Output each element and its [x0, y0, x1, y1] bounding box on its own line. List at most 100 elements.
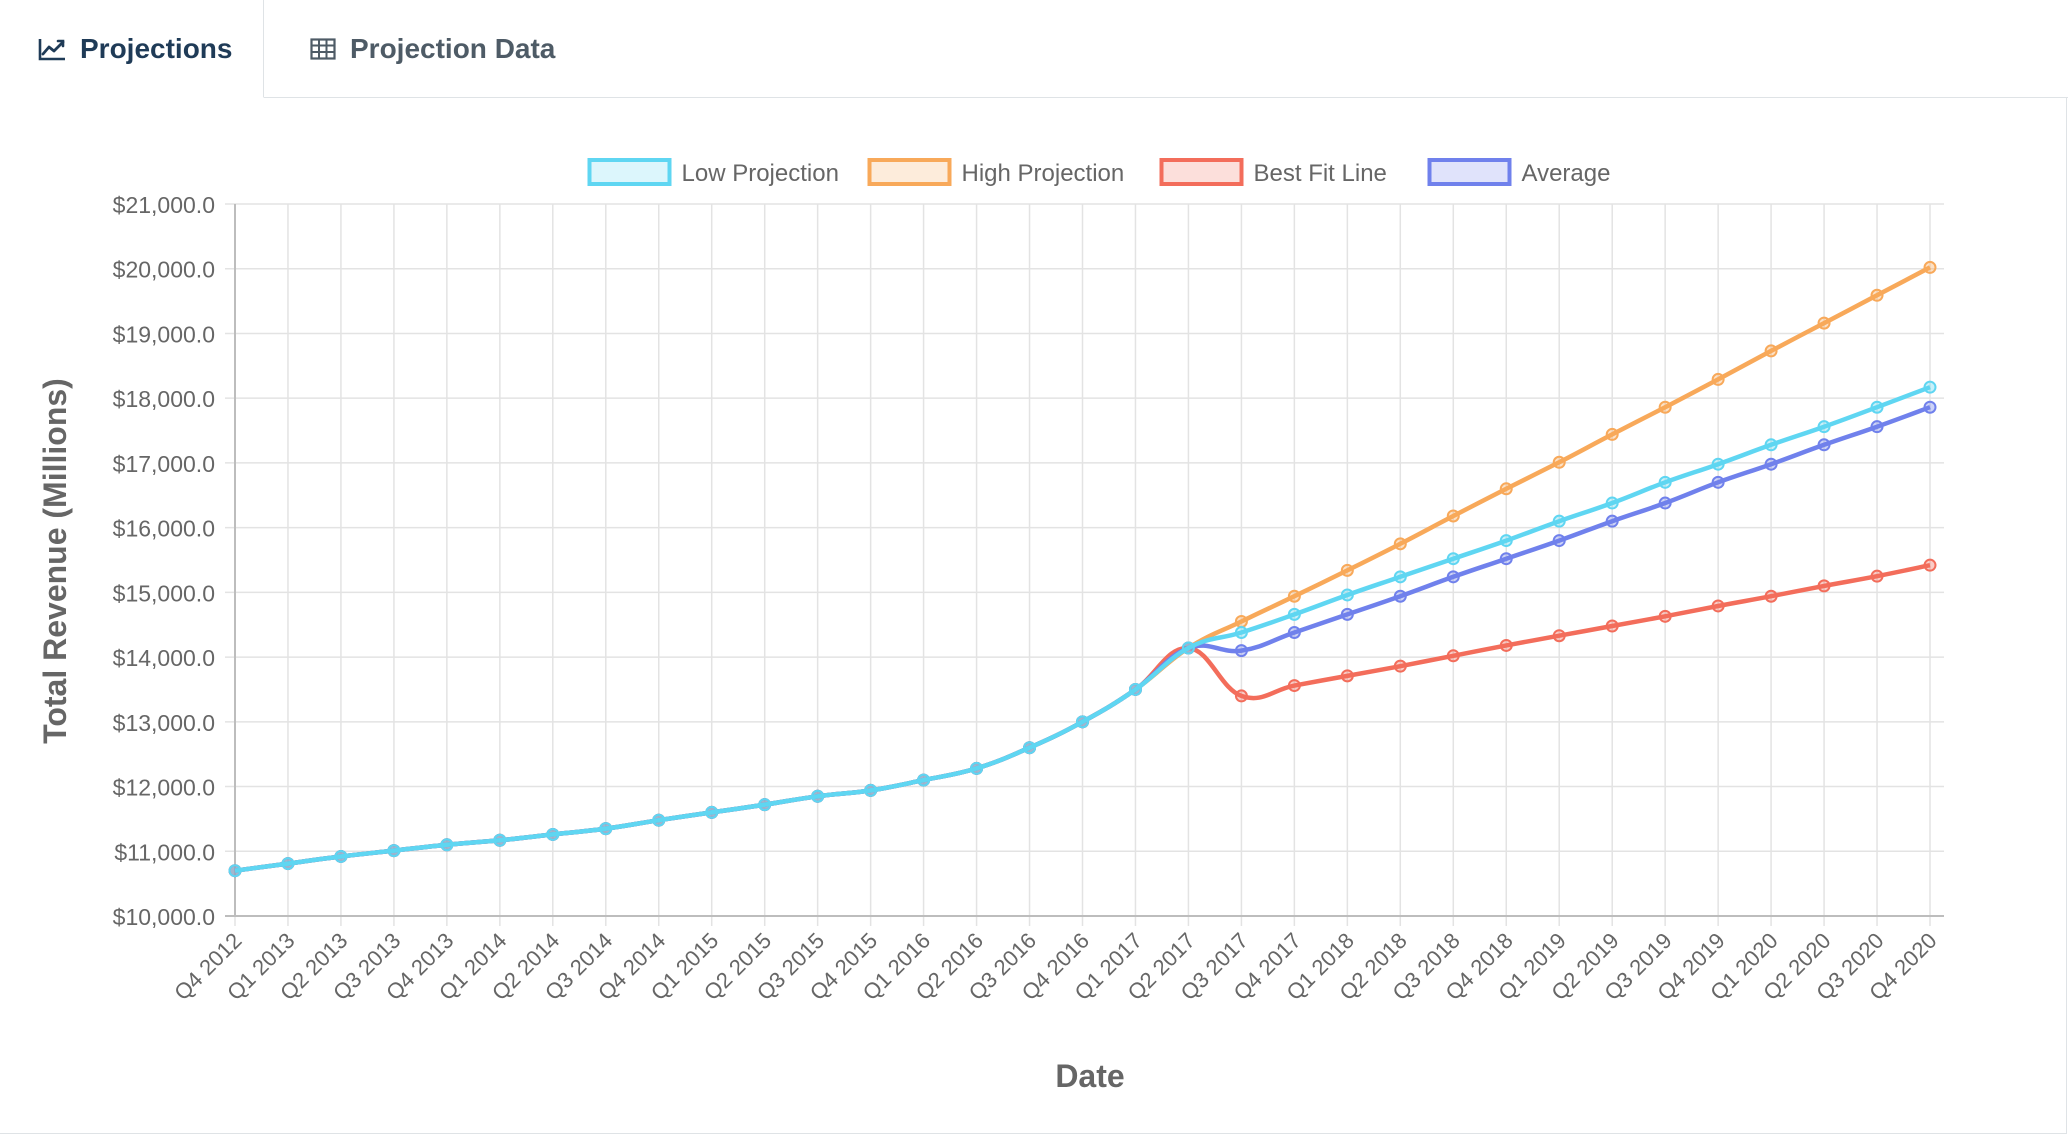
data-point[interactable] — [1764, 438, 1778, 452]
data-point[interactable] — [1923, 380, 1937, 394]
data-point[interactable] — [1817, 420, 1831, 434]
data-point[interactable] — [228, 864, 242, 878]
data-point[interactable] — [1658, 609, 1672, 623]
data-point[interactable] — [1446, 570, 1460, 584]
legend-item[interactable]: High Projection — [867, 158, 1125, 187]
y-tick-label: $20,000.0 — [113, 257, 215, 283]
data-point[interactable] — [1340, 588, 1354, 602]
y-tick-label: $19,000.0 — [113, 321, 215, 347]
data-point[interactable] — [493, 833, 507, 847]
data-point[interactable] — [440, 838, 454, 852]
data-point[interactable] — [758, 798, 772, 812]
data-point[interactable] — [1181, 641, 1195, 655]
data-point[interactable] — [652, 813, 666, 827]
data-point[interactable] — [1870, 400, 1884, 414]
chart-axes — [225, 204, 1944, 917]
x-axis-label: Date — [1055, 1058, 1124, 1094]
data-point[interactable] — [1234, 625, 1248, 639]
data-point[interactable] — [970, 761, 984, 775]
data-point[interactable] — [1499, 534, 1513, 548]
data-point[interactable] — [387, 844, 401, 858]
data-point[interactable] — [1393, 570, 1407, 584]
data-point[interactable] — [1658, 400, 1672, 414]
data-point[interactable] — [1499, 482, 1513, 496]
data-point[interactable] — [1711, 372, 1725, 386]
data-point[interactable] — [1711, 457, 1725, 471]
data-point[interactable] — [1552, 514, 1566, 528]
legend-label: Low Projection — [682, 160, 839, 187]
data-point[interactable] — [1393, 537, 1407, 551]
data-point[interactable] — [1552, 455, 1566, 469]
data-point[interactable] — [1340, 563, 1354, 577]
data-point[interactable] — [1711, 599, 1725, 613]
y-tick-label: $14,000.0 — [113, 645, 215, 671]
legend-item[interactable]: Low Projection — [587, 158, 839, 187]
tab-projections[interactable]: Projections — [0, 0, 264, 98]
data-point[interactable] — [1870, 288, 1884, 302]
data-point[interactable] — [1499, 552, 1513, 566]
data-point[interactable] — [1817, 316, 1831, 330]
data-point[interactable] — [281, 857, 295, 871]
data-point[interactable] — [1128, 682, 1142, 696]
data-point[interactable] — [705, 805, 719, 819]
data-point[interactable] — [1923, 558, 1937, 572]
data-point[interactable] — [1923, 260, 1937, 274]
data-point[interactable] — [1234, 644, 1248, 658]
data-point[interactable] — [864, 783, 878, 797]
data-point[interactable] — [1605, 496, 1619, 510]
data-point[interactable] — [1446, 552, 1460, 566]
data-point[interactable] — [1446, 509, 1460, 523]
data-point[interactable] — [1764, 589, 1778, 603]
data-point[interactable] — [1764, 344, 1778, 358]
data-point[interactable] — [811, 789, 825, 803]
series-low-projection — [228, 380, 1937, 878]
data-point[interactable] — [1552, 629, 1566, 643]
tab-projection-data[interactable]: Projection Data — [310, 0, 555, 98]
data-point[interactable] — [1923, 400, 1937, 414]
data-point[interactable] — [1287, 589, 1301, 603]
data-point[interactable] — [917, 773, 931, 787]
data-point[interactable] — [1552, 534, 1566, 548]
y-axis-ticks: $21,000.0 $20,000.0 $19,000.0 $18,000.0 $17,… — [113, 192, 215, 930]
data-point[interactable] — [1605, 514, 1619, 528]
legend-item[interactable]: Best Fit Line — [1159, 158, 1387, 187]
legend-item[interactable]: Average — [1427, 158, 1611, 187]
y-tick-label: $11,000.0 — [114, 839, 215, 865]
data-point[interactable] — [1658, 496, 1672, 510]
data-point[interactable] — [1287, 607, 1301, 621]
data-point[interactable] — [1446, 649, 1460, 663]
data-point[interactable] — [1023, 741, 1037, 755]
data-point[interactable] — [1711, 475, 1725, 489]
data-point[interactable] — [1340, 607, 1354, 621]
legend-label: High Projection — [962, 160, 1125, 187]
data-point[interactable] — [1870, 420, 1884, 434]
data-point[interactable] — [546, 827, 560, 841]
y-tick-label: $18,000.0 — [113, 386, 215, 412]
data-point[interactable] — [1870, 569, 1884, 583]
data-point[interactable] — [1287, 625, 1301, 639]
data-point[interactable] — [1764, 457, 1778, 471]
data-point[interactable] — [1499, 638, 1513, 652]
data-point[interactable] — [1817, 579, 1831, 593]
data-point[interactable] — [1605, 427, 1619, 441]
data-point[interactable] — [1817, 438, 1831, 452]
data-point[interactable] — [1393, 589, 1407, 603]
data-point[interactable] — [1234, 614, 1248, 628]
y-tick-label: $15,000.0 — [113, 580, 215, 606]
chart-grid — [225, 203, 1944, 926]
line-chart-icon — [38, 37, 66, 61]
data-point[interactable] — [599, 822, 613, 836]
y-tick-label: $21,000.0 — [113, 192, 215, 218]
tab-projections-label: Projections — [80, 32, 233, 64]
data-point[interactable] — [334, 849, 348, 863]
data-point[interactable] — [1658, 475, 1672, 489]
data-point[interactable] — [1287, 679, 1301, 693]
data-point[interactable] — [1605, 619, 1619, 633]
data-point[interactable] — [1076, 715, 1089, 729]
data-point[interactable] — [1340, 669, 1354, 683]
table-icon — [310, 38, 336, 60]
data-point[interactable] — [1234, 689, 1248, 703]
data-point[interactable] — [1393, 659, 1407, 673]
